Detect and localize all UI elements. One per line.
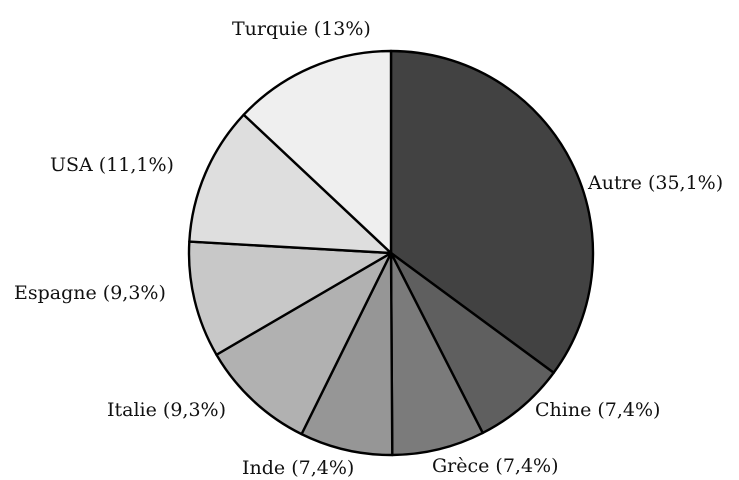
pie-slice-autre [389,49,595,374]
slice-label-chine: Chine (7,4%) [535,399,660,421]
slice-label-italie: Italie (9,3%) [107,399,226,421]
labels-layer: Autre (35,1%) Chine (7,4%) Grèce (7,4%) Ind… [14,18,723,479]
pie-slice-usa [188,113,393,255]
pie-slice-italie [215,251,393,436]
slice-label-autre: Autre (35,1%) [587,172,723,194]
pie-slice-turquie [242,49,393,255]
slice-label-usa: USA (11,1%) [50,154,174,176]
slice-label-espagne: Espagne (9,3%) [14,282,166,304]
slices-layer [187,49,595,457]
slice-label-turquie: Turquie (13%) [232,18,371,40]
slice-label-inde: Inde (7,4%) [242,457,354,479]
pie-slice-espagne [187,240,393,356]
slice-label-grece: Grèce (7,4%) [432,455,559,477]
